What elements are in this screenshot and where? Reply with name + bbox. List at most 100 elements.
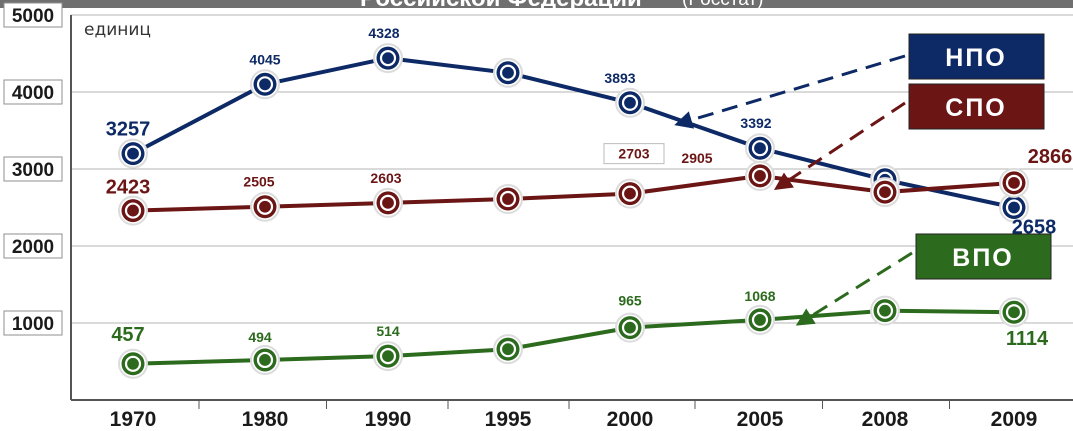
- x-tick-label: 1980: [242, 408, 289, 431]
- data-label-npo: 4045: [249, 51, 280, 67]
- point-ring: [124, 202, 142, 219]
- x-tick-label: 2008: [862, 408, 909, 431]
- point-core: [756, 316, 764, 324]
- point-ring: [621, 94, 639, 111]
- point-core: [626, 324, 634, 331]
- data-labels: 3257 4045 4328 3893 3392 2658 2423 2505 2603 2703…: [106, 25, 1073, 350]
- point-ring: [621, 185, 639, 202]
- data-point-npo: [999, 192, 1029, 223]
- data-label-spo: 2866: [1028, 146, 1073, 168]
- y-tick-box: [3, 310, 63, 336]
- y-tick-label: 5000: [12, 6, 54, 27]
- data-point-vpo: [999, 297, 1029, 328]
- point-ring: [751, 140, 769, 157]
- data-point-npo: [373, 43, 403, 74]
- data-label-spo: 2905: [681, 150, 712, 166]
- point-ring: [499, 64, 517, 81]
- point-core: [504, 195, 512, 203]
- chart-header: Российской Федерации (Росстат): [0, 0, 1073, 12]
- point-core: [384, 54, 392, 62]
- point-ring: [876, 184, 894, 201]
- legend-pointer-npo: [674, 54, 906, 129]
- point-core: [881, 307, 889, 314]
- point-ring: [621, 319, 639, 336]
- point-core: [261, 356, 269, 364]
- data-label-spo: 2603: [370, 170, 401, 186]
- y-tick-label: 4000: [12, 83, 54, 104]
- chart-title: Российской Федерации: [360, 0, 642, 12]
- grid: [71, 14, 1073, 324]
- point-core: [626, 99, 634, 106]
- point-core: [504, 69, 512, 76]
- data-point-spo: [870, 177, 900, 208]
- data-label-vpo: 494: [248, 329, 272, 345]
- point-ring: [256, 198, 274, 215]
- chart-source: (Росстат): [682, 0, 763, 10]
- y-tick-box: [3, 2, 63, 28]
- data-label-npo: 3257: [106, 119, 151, 141]
- data-point-vpo: [250, 344, 280, 375]
- point-core: [384, 199, 392, 207]
- data-point-npo: [493, 57, 523, 88]
- point-ring: [379, 194, 397, 211]
- data-point-npo: [250, 69, 280, 100]
- point-ring: [124, 145, 142, 162]
- y-tick-label: 2000: [12, 237, 54, 258]
- x-tick-label: 1995: [485, 408, 532, 431]
- point-ring: [1005, 304, 1023, 321]
- data-point-spo: [615, 178, 645, 209]
- point-core: [129, 360, 137, 368]
- y-tick-box: [3, 79, 63, 105]
- data-label-vpo: 965: [618, 293, 642, 309]
- point-core: [129, 150, 137, 157]
- point-core: [881, 188, 889, 196]
- legend-label-vpo: ВПО: [952, 244, 1013, 272]
- legend-box-spo: [908, 83, 1045, 130]
- data-label-spo: 2703: [618, 146, 649, 162]
- legend-label-npo: НПО: [945, 44, 1006, 72]
- data-point-vpo: [118, 348, 148, 379]
- y-tick-box: [3, 233, 63, 259]
- point-core: [1010, 309, 1018, 316]
- legend: НПО СПО ВПО: [674, 33, 1052, 326]
- point-core: [384, 352, 392, 360]
- x-tick-label: 2000: [607, 408, 654, 431]
- data-point-spo: [118, 195, 148, 226]
- y-unit-label: единиц: [84, 20, 151, 40]
- point-ring: [379, 50, 397, 67]
- legend-pointer-vpo: [795, 251, 913, 326]
- point-ring: [1005, 174, 1023, 191]
- legend-label-spo: СПО: [945, 94, 1006, 122]
- point-ring: [499, 190, 517, 208]
- data-point-vpo: [870, 295, 900, 326]
- data-point-npo: [615, 87, 645, 118]
- data-point-npo: [118, 138, 148, 169]
- data-point-spo: [250, 191, 280, 222]
- data-label-npo: 2658: [1012, 217, 1057, 239]
- point-ring: [1005, 199, 1023, 216]
- point-ring: [751, 167, 769, 185]
- data-point-vpo: [745, 304, 775, 335]
- point-ring: [379, 348, 397, 365]
- data-label-spo: 2423: [106, 177, 151, 199]
- data-label-spo: 2505: [243, 174, 274, 190]
- data-label-vpo: 1068: [744, 288, 775, 304]
- point-ring: [124, 355, 142, 372]
- data-label-npo: 3893: [604, 70, 635, 86]
- point-core: [261, 203, 269, 210]
- point-ring: [876, 302, 894, 319]
- series-points: [118, 43, 1029, 379]
- data-point-vpo: [373, 341, 403, 372]
- data-label-npo: 3392: [740, 115, 771, 131]
- series-line-vpo: [132, 308, 1015, 366]
- point-core: [756, 145, 764, 152]
- data-point-spo: [493, 184, 523, 215]
- series-line-spo: [132, 173, 1015, 213]
- data-point-vpo: [493, 334, 523, 365]
- point-core: [504, 345, 512, 353]
- series-line-npo: [132, 56, 1015, 210]
- y-tick-label: 1000: [12, 314, 54, 335]
- data-label-vpo: 514: [376, 323, 400, 339]
- data-point-spo: [745, 160, 775, 191]
